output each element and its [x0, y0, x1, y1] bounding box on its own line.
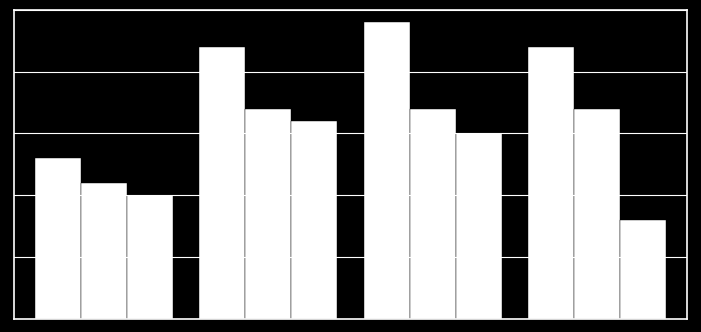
- Bar: [573, 109, 620, 319]
- Bar: [409, 109, 456, 319]
- Bar: [620, 220, 666, 319]
- Bar: [200, 47, 245, 319]
- Bar: [528, 47, 573, 319]
- Bar: [35, 158, 81, 319]
- Bar: [81, 183, 128, 319]
- Bar: [292, 121, 337, 319]
- Bar: [128, 195, 173, 319]
- Bar: [364, 22, 409, 319]
- Bar: [245, 109, 292, 319]
- Bar: [456, 133, 501, 319]
